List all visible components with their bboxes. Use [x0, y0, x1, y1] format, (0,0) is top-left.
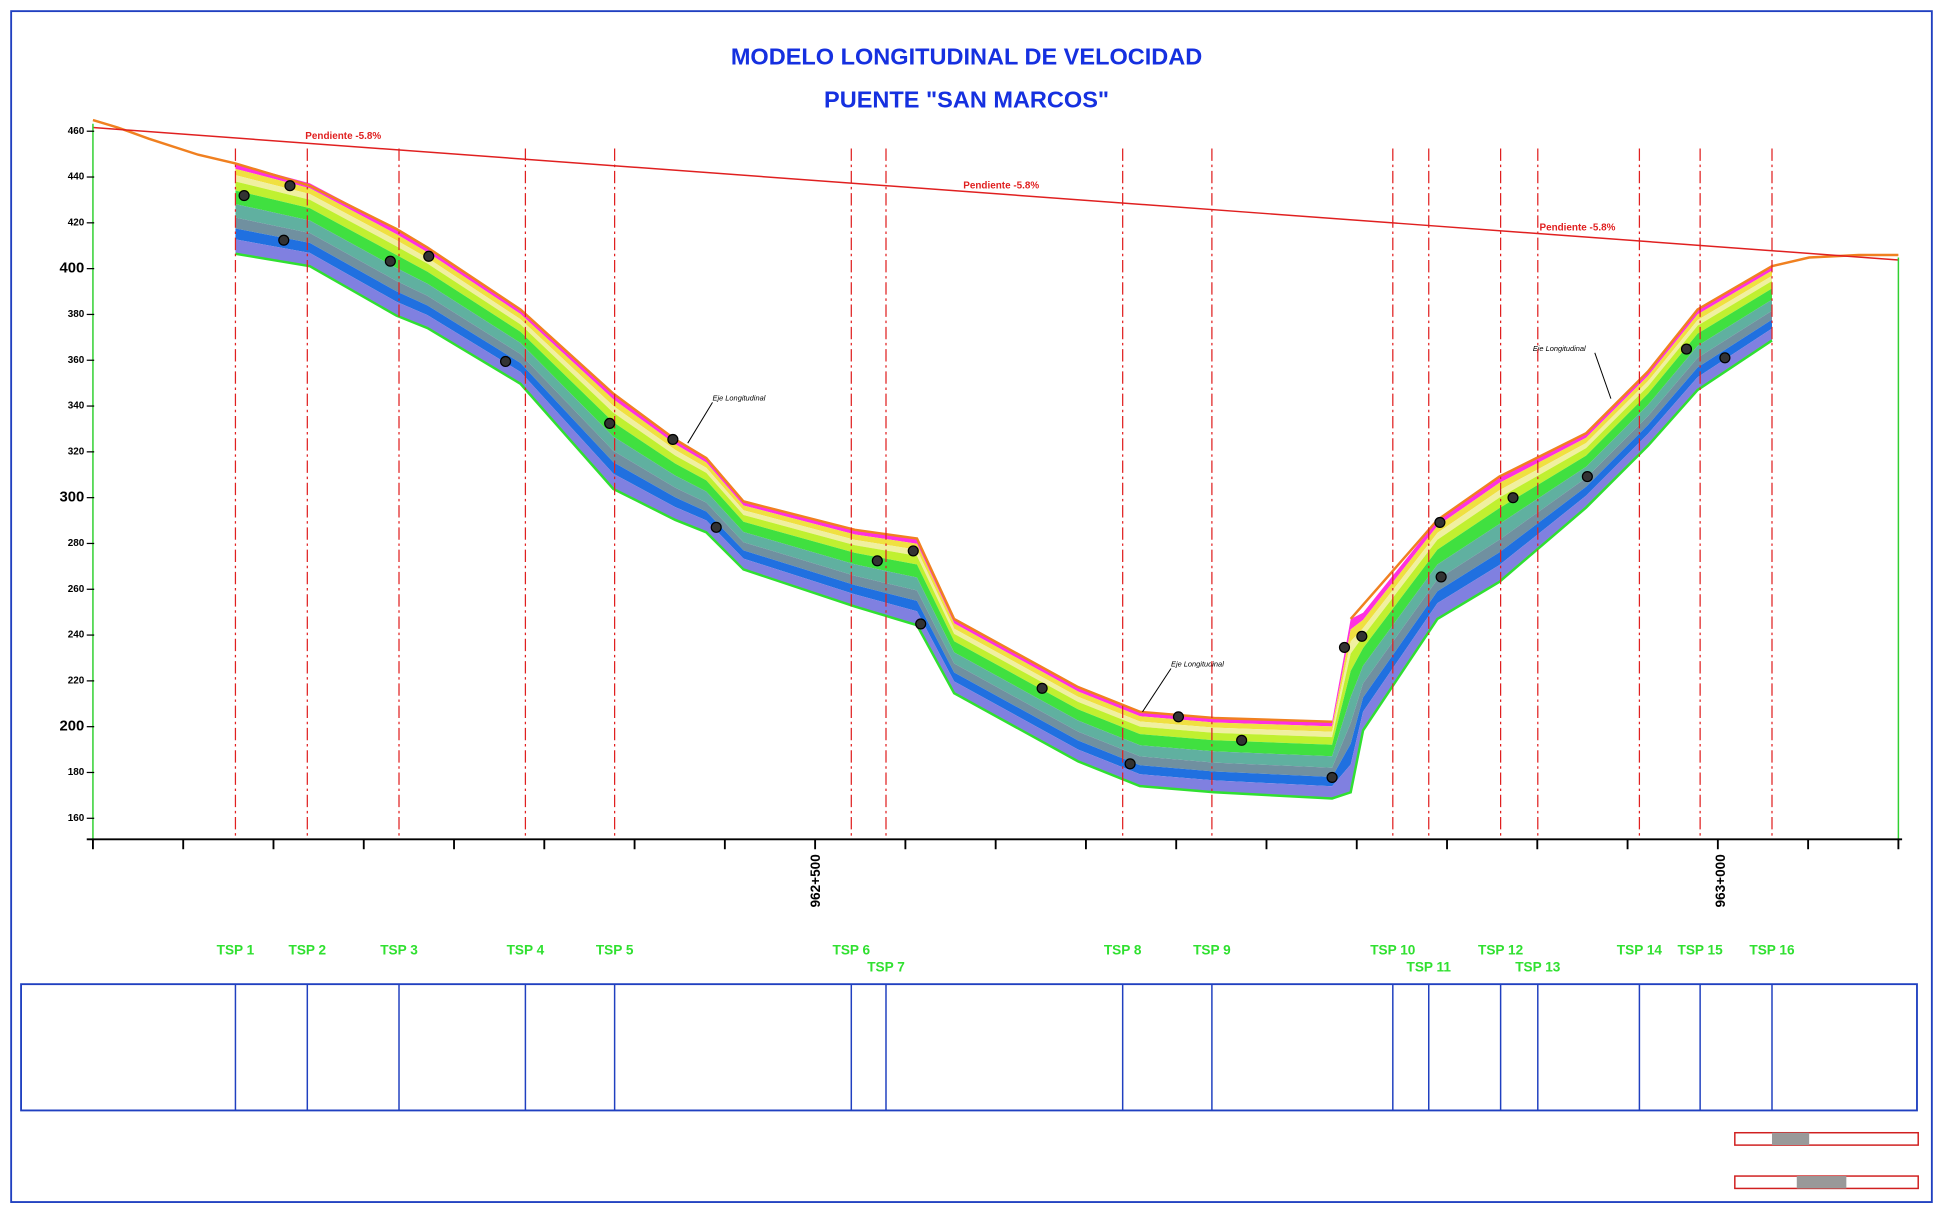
- marker: [500, 355, 512, 368]
- tsp-label: TSP 6: [833, 942, 871, 957]
- scale-bar: [1734, 1131, 1919, 1146]
- tsp-label: TSP 14: [1617, 942, 1663, 957]
- y-axis-label: 260: [68, 584, 85, 595]
- tsp-label: TSP 8: [1104, 942, 1142, 957]
- velocity-layer: [235, 163, 1772, 727]
- title-block: [1734, 1131, 1919, 1190]
- y-axis-label: 240: [68, 630, 85, 641]
- velocity-bands: [235, 163, 1773, 800]
- overlay: 460 440 420 400 380 360 340 320 300 280 260 240 220 2…: [59, 126, 1900, 1111]
- tsp-label: TSP 12: [1478, 942, 1524, 957]
- y-axis-label: 200: [59, 719, 84, 735]
- marker: [915, 618, 927, 630]
- x-axis-label: 962+500: [808, 854, 823, 908]
- tsp-label: TSP 5: [596, 942, 634, 957]
- y-axis-label: 280: [68, 538, 85, 549]
- title: MODELO LONGITUDINAL DE VELOCIDAD: [731, 43, 1202, 69]
- marker: [1036, 682, 1048, 694]
- terrain-line: [1349, 253, 1899, 620]
- y-axis-label: 300: [59, 490, 84, 506]
- tsp-label: TSP 9: [1193, 942, 1231, 957]
- y-axis-label: 320: [68, 446, 85, 457]
- annotation: Eje Longitudinal: [713, 394, 766, 403]
- y-axis-label: 160: [68, 813, 85, 824]
- marker: [907, 545, 919, 557]
- scale-bar: [1796, 1176, 1847, 1189]
- marker: [710, 521, 722, 533]
- layer-outline: [235, 252, 1773, 800]
- velocity-layer: [235, 168, 1772, 732]
- y-axis-label: 440: [68, 172, 85, 183]
- marker: [1172, 711, 1185, 723]
- tsp-label: TSP 10: [1370, 942, 1416, 957]
- annotation: Eje Longitudinal: [1533, 344, 1586, 353]
- annotation: Eje Longitudinal: [1171, 660, 1224, 669]
- station-table: [20, 983, 1918, 1112]
- marker: [1338, 641, 1351, 654]
- slope-label: Pendiente -5.8%: [1540, 222, 1616, 233]
- marker: [1435, 571, 1447, 583]
- slope-label: Pendiente -5.8%: [305, 131, 381, 142]
- marker: [284, 180, 296, 192]
- marker: [1719, 352, 1731, 364]
- x-axis-label: 963+000: [1713, 854, 1728, 908]
- velocity-layer: [235, 175, 1772, 738]
- marker: [667, 433, 679, 446]
- marker: [238, 190, 250, 202]
- tsp-label: TSP 7: [867, 960, 905, 975]
- marker: [1356, 630, 1368, 642]
- marker: [1434, 516, 1446, 528]
- y-axis-label: 400: [59, 261, 84, 277]
- marker: [1581, 471, 1593, 483]
- tsp-label: TSP 13: [1515, 960, 1561, 975]
- marker: [1124, 758, 1136, 770]
- terrain-line: [92, 118, 1333, 723]
- y-axis-label: 220: [68, 675, 85, 686]
- tsp-label: TSP 16: [1749, 942, 1795, 957]
- marker: [384, 255, 396, 267]
- marker: [1326, 771, 1338, 784]
- y-axis-label: 180: [68, 767, 85, 778]
- marker: [1507, 492, 1519, 504]
- marker: [1680, 343, 1693, 355]
- leader-line: [1594, 352, 1612, 399]
- y-axis-label: 380: [68, 309, 85, 320]
- tsp-label: TSP 15: [1678, 942, 1724, 957]
- marker: [871, 555, 883, 567]
- y-axis-label: 360: [68, 355, 85, 366]
- subtitle: PUENTE "SAN MARCOS": [824, 87, 1109, 113]
- marker: [278, 234, 290, 246]
- marker: [423, 250, 435, 262]
- leader-line: [687, 402, 713, 444]
- slope-label: Pendiente -5.8%: [963, 180, 1039, 191]
- tsp-label: TSP 1: [217, 942, 255, 957]
- y-axis-label: 420: [68, 217, 85, 228]
- slope-line: [92, 126, 1899, 261]
- tsp-label: TSP 2: [289, 942, 327, 957]
- y-axis-label: 460: [68, 126, 85, 137]
- tsp-label: TSP 11: [1407, 960, 1452, 975]
- frame: [10, 10, 1933, 1203]
- tsp-label: TSP 4: [507, 942, 545, 957]
- leader-line: [1142, 668, 1172, 713]
- y-axis-label: 340: [68, 401, 85, 412]
- scale-bar: [1771, 1132, 1810, 1146]
- tsp-label: TSP 3: [380, 942, 418, 957]
- marker: [1236, 734, 1248, 746]
- marker: [604, 417, 616, 429]
